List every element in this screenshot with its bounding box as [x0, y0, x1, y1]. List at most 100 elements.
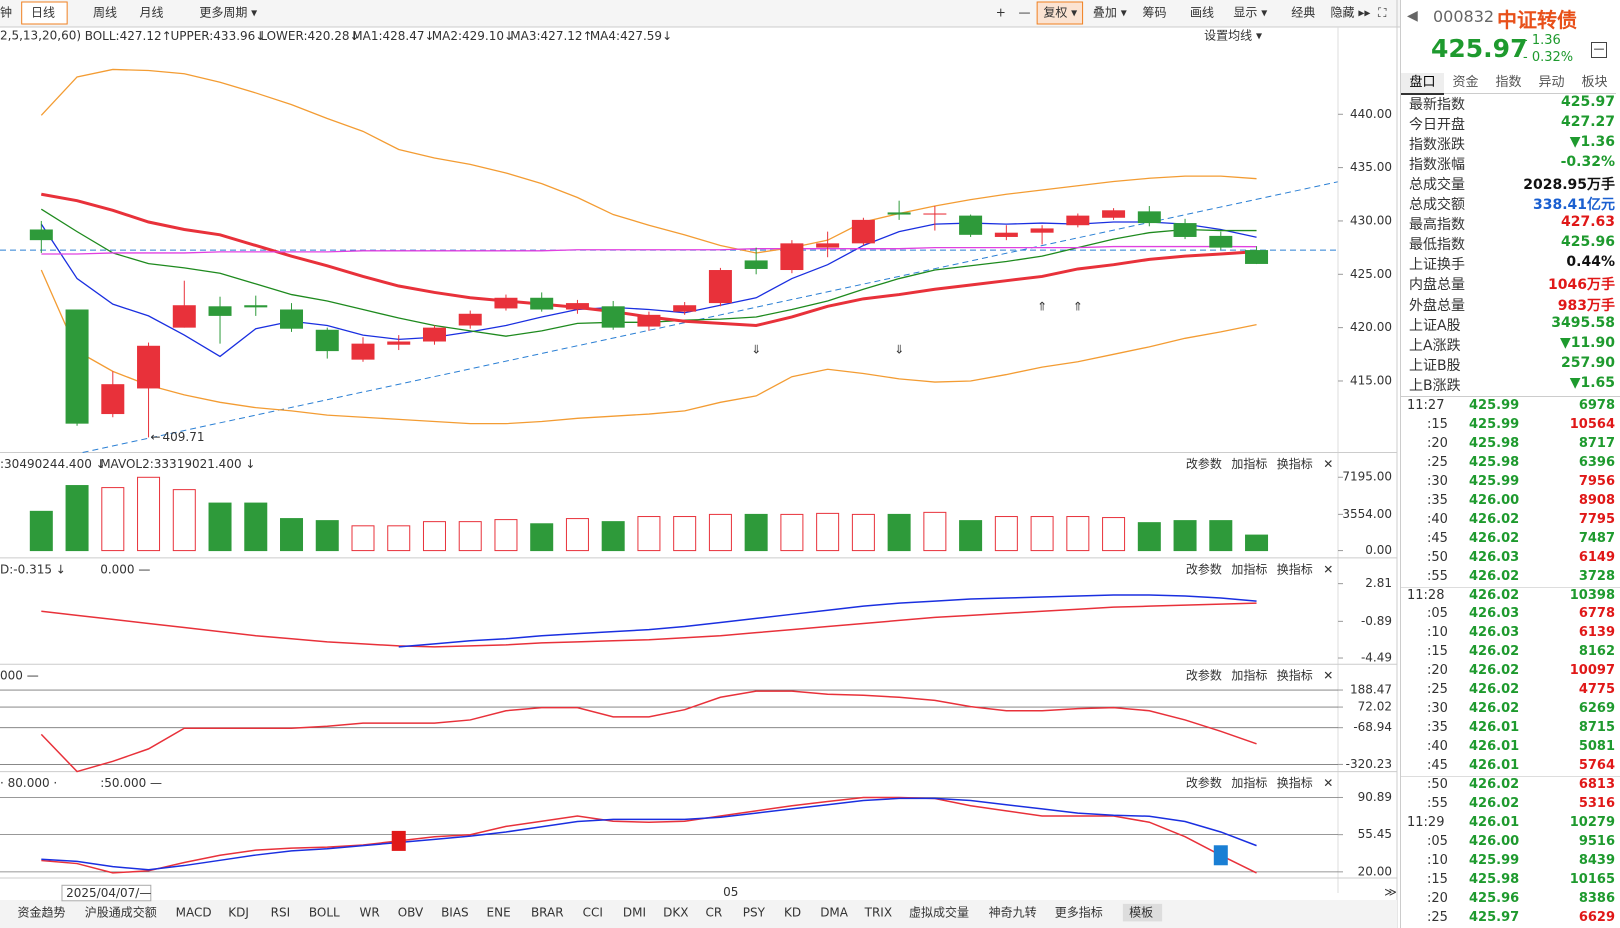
tool-button[interactable]: 复权 ▾ [1043, 6, 1077, 20]
panel-control[interactable]: 换指标 [1277, 456, 1313, 471]
indicator-tab[interactable]: 神奇九转 [989, 905, 1037, 920]
candle-body [887, 212, 911, 215]
volume-bar [137, 476, 161, 552]
legend-name: UPPER [170, 29, 209, 43]
panel-control[interactable]: ✕ [1323, 669, 1333, 683]
quote-label: 指数涨幅 [1409, 157, 1465, 174]
indicator-tab[interactable]: DKX [663, 906, 688, 920]
tool-button[interactable]: ⛶ [1377, 6, 1387, 20]
price: 425.97 [1431, 34, 1528, 63]
indicator-tab[interactable]: 资金趋势 [18, 905, 66, 920]
back-arrow[interactable]: ◀ [1407, 8, 1418, 24]
y-tick-label: 415.00 [1350, 373, 1392, 387]
panel-control[interactable]: 改参数 [1186, 561, 1222, 576]
candle-body [923, 213, 947, 215]
indicator-tab[interactable]: CR [706, 906, 723, 920]
period-tab[interactable]: 日线 [31, 6, 55, 20]
period-tab[interactable]: 钟 [0, 5, 12, 20]
tool-button[interactable]: 经典 [1291, 6, 1315, 20]
period-tab[interactable]: 更多周期 ▾ [199, 6, 257, 20]
indicator-tab[interactable]: DMI [623, 906, 646, 920]
tick-volume: 6396 [1578, 454, 1615, 470]
change: - 1.36 [1523, 33, 1561, 48]
tick-price: 426.02 [1469, 663, 1520, 679]
side-tab[interactable]: 板块 [1573, 73, 1616, 94]
stock-name: 中证转债 [1497, 8, 1577, 32]
panel-control[interactable]: ✕ [1323, 457, 1333, 471]
side-tab[interactable]: 指数 [1487, 73, 1530, 94]
panel-control[interactable]: 换指标 [1277, 775, 1313, 790]
indicator-tab[interactable]: 虚拟成交量 [909, 905, 969, 920]
period-tab[interactable]: 月线 [139, 6, 163, 20]
indicator-tab[interactable]: BRAR [531, 906, 564, 920]
volume-bar [1173, 520, 1197, 552]
tool-button[interactable]: 显示 ▾ [1233, 6, 1267, 20]
tool-button[interactable]: + [996, 6, 1006, 20]
indicator-tab[interactable]: BOLL [309, 906, 340, 920]
volume-bar [1030, 516, 1054, 552]
indicator-tab[interactable]: CCI [583, 906, 603, 920]
panel-control[interactable]: 换指标 [1277, 561, 1313, 576]
indicator-tab[interactable]: 沪股通成交额 [85, 905, 157, 920]
ma-setting[interactable]: 设置均线 ▾ [1204, 29, 1262, 43]
tick-time: :05 [1427, 606, 1448, 622]
tick-time: :10 [1427, 625, 1448, 641]
panel-control[interactable]: 加指标 [1231, 561, 1267, 576]
panel-control[interactable]: 改参数 [1186, 668, 1222, 683]
panel-control[interactable]: 改参数 [1186, 456, 1222, 471]
candle-body [1030, 228, 1054, 233]
tool-button[interactable]: 隐藏 ▸▸ [1331, 6, 1371, 20]
tick-time: 11:29 [1407, 814, 1445, 830]
scroll-right[interactable]: ≫ [1384, 885, 1397, 899]
tool-button[interactable]: 画线 [1190, 6, 1214, 20]
panel-control[interactable]: 换指标 [1277, 668, 1313, 683]
ma-legend: MA4:427.59↓ [590, 29, 672, 43]
panel-control[interactable]: 加指标 [1231, 775, 1267, 790]
indicator-tab[interactable]: RSI [271, 906, 291, 920]
indicator-tab[interactable]: 模板 [1129, 906, 1153, 920]
tick-volume: 6629 [1578, 909, 1615, 925]
legend-name: MA1 [352, 29, 378, 43]
tool-button[interactable]: 叠加 ▾ [1093, 6, 1127, 20]
legend-sep: : [303, 29, 307, 43]
tool-button[interactable]: 筹码 [1142, 6, 1166, 20]
side-tab[interactable]: 异动 [1530, 73, 1573, 94]
tick-time: :45 [1427, 530, 1448, 546]
panel-control[interactable]: 加指标 [1231, 456, 1267, 471]
legend-arrow: ↓ [425, 29, 435, 43]
candle-body [101, 384, 125, 415]
period-tab[interactable]: 周线 [93, 6, 117, 20]
indicator-tab[interactable]: TRIX [864, 906, 892, 920]
candle-body [422, 327, 446, 342]
indicator-tab[interactable]: 更多指标 [1055, 905, 1103, 920]
indicator-tab[interactable]: MACD [176, 906, 212, 920]
candle-body [458, 313, 482, 326]
legend-sep: : [209, 29, 213, 43]
indicator-tab[interactable]: WR [359, 906, 379, 920]
collapse[interactable]: — [1591, 42, 1607, 58]
indicator-tab[interactable]: KD [784, 906, 801, 920]
indicator-tab[interactable]: BIAS [441, 906, 469, 920]
candle-body [208, 306, 232, 316]
side-tab[interactable]: 盘口 [1401, 73, 1444, 95]
side-tab[interactable]: 资金 [1444, 73, 1487, 94]
indicator-tab[interactable]: ENE [487, 906, 511, 920]
legend-value: 433.96 [213, 29, 255, 43]
panel-control[interactable]: ✕ [1323, 562, 1333, 576]
panel-control[interactable]: ✕ [1323, 776, 1333, 790]
ma-legend: UPPER:433.96↓ [170, 29, 265, 43]
indicator-tab[interactable]: PSY [743, 906, 766, 920]
ma-legend: MA2:429.10↓ [432, 29, 514, 43]
indicator-tab[interactable]: OBV [398, 906, 424, 920]
indicator-legend: D:-0.315 ↓ [0, 562, 66, 576]
panel-control[interactable]: 改参数 [1186, 775, 1222, 790]
panel-control[interactable]: 加指标 [1231, 668, 1267, 683]
quote-value: -0.32% [1560, 154, 1615, 171]
indicator-tab[interactable]: KDJ [228, 906, 249, 920]
y-tick-label: -4.49 [1361, 651, 1392, 665]
indicator-legend: · 80.000 · [0, 776, 57, 790]
indicator-tab[interactable]: DMA [820, 906, 849, 920]
legend-arrow: ↓ [349, 29, 359, 43]
volume-bar [1102, 517, 1126, 552]
tool-button[interactable]: — [1019, 6, 1031, 20]
